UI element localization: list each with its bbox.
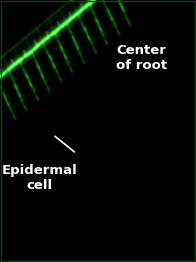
Text: Center
of root: Center of root bbox=[116, 44, 167, 72]
Text: Epidermal
cell: Epidermal cell bbox=[1, 164, 77, 192]
